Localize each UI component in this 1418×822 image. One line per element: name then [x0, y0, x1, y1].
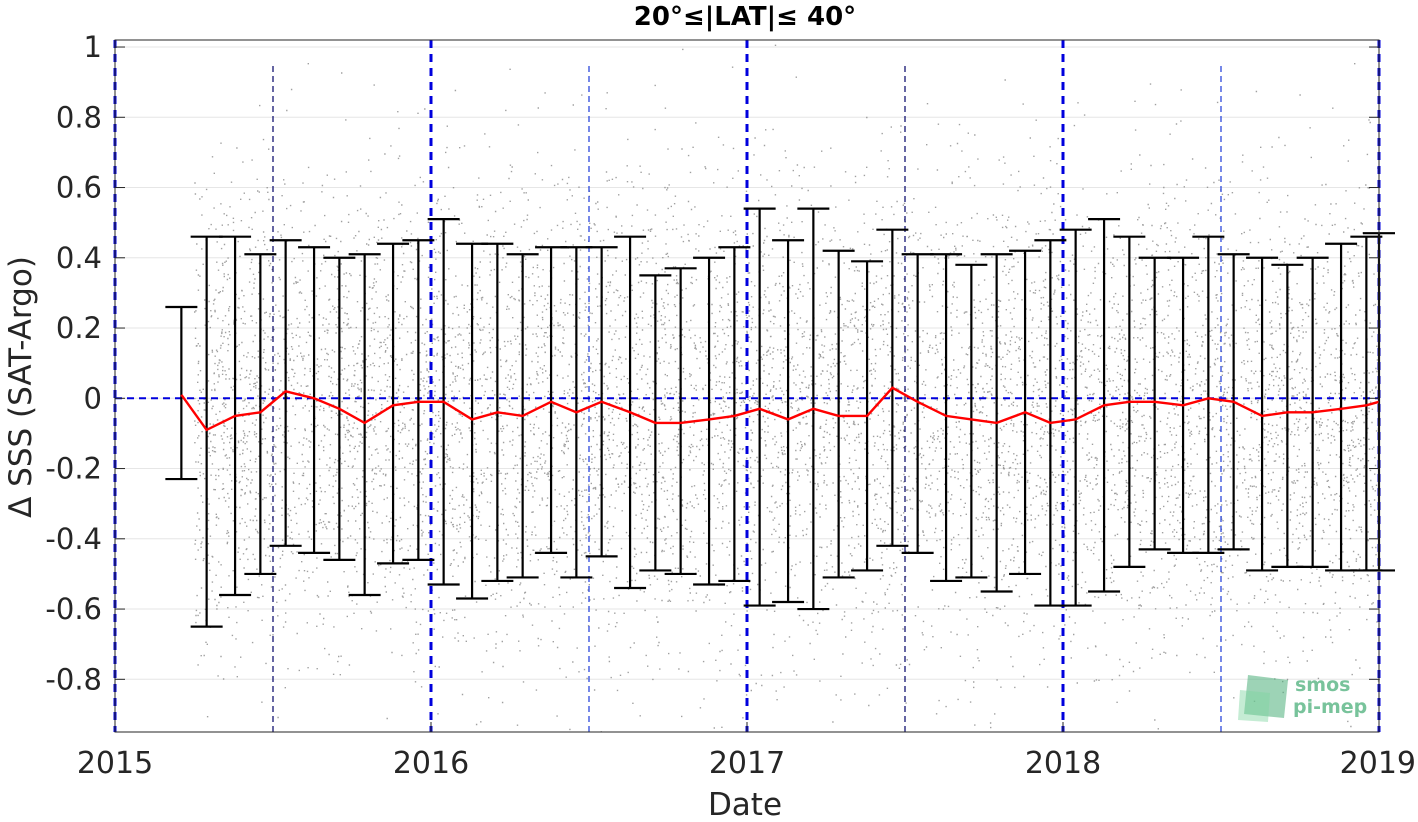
error-bar [298, 246, 331, 554]
y-tick-label: 1 [84, 30, 102, 64]
y-tick-label: 0 [84, 381, 102, 415]
series-lines [180, 386, 1380, 432]
chart-title: 20°≤|LAT|≤ 40° [634, 2, 856, 32]
mean-line [180, 386, 1380, 432]
error-bar [244, 253, 277, 576]
error-bar [772, 239, 805, 604]
error-bar [664, 267, 697, 576]
error-bar [1246, 256, 1279, 572]
error-bar [1138, 256, 1171, 551]
error-bar [930, 253, 963, 583]
y-tick-label: 0.6 [56, 171, 102, 205]
error-bar [955, 263, 988, 579]
y-tick-label: 0.4 [56, 241, 102, 275]
error-bar [1192, 235, 1225, 554]
error-bar [693, 256, 726, 586]
error-bar [901, 253, 934, 554]
logo-text-smos: smos [1295, 674, 1350, 696]
y-tick-label: -0.2 [45, 452, 102, 486]
error-bar [822, 249, 855, 579]
error-bar [743, 207, 776, 607]
y-ticks: -0.8 -0.6 -0.4 -0.2 0 0.2 0.4 0.6 0.8 1 [45, 30, 1379, 696]
x-tick-label: 2016 [393, 746, 469, 781]
error-bar [1059, 228, 1092, 607]
error-bar [377, 242, 410, 565]
error-bar [269, 239, 302, 547]
y-tick-label: -0.6 [45, 592, 102, 626]
error-bar [402, 239, 435, 561]
error-bar [165, 305, 198, 481]
x-ticks: 2015 2016 2017 2018 2019 [77, 722, 1416, 781]
x-tick-label: 2017 [709, 746, 785, 781]
x-tick-label: 2019 [1340, 746, 1416, 781]
y-tick-label: 0.2 [56, 311, 102, 345]
error-bar [190, 235, 223, 628]
logo-text-pimep: pi-mep [1293, 696, 1367, 718]
logo-shape [1244, 675, 1288, 718]
x-tick-label: 2018 [1025, 746, 1101, 781]
error-bar [718, 246, 751, 583]
x-tick-label: 2015 [77, 746, 153, 781]
y-tick-label: -0.4 [45, 522, 102, 556]
error-bar [348, 253, 381, 597]
y-tick-label: -0.8 [45, 662, 102, 696]
smos-pi-mep-logo: smos pi-mep [1238, 674, 1367, 722]
logo-shape [1238, 690, 1270, 722]
y-tick-label: 0.8 [56, 100, 102, 134]
y-axis-label: Δ SSS (SAT-Argo) [3, 256, 39, 518]
x-axis-label: Date [708, 787, 782, 818]
